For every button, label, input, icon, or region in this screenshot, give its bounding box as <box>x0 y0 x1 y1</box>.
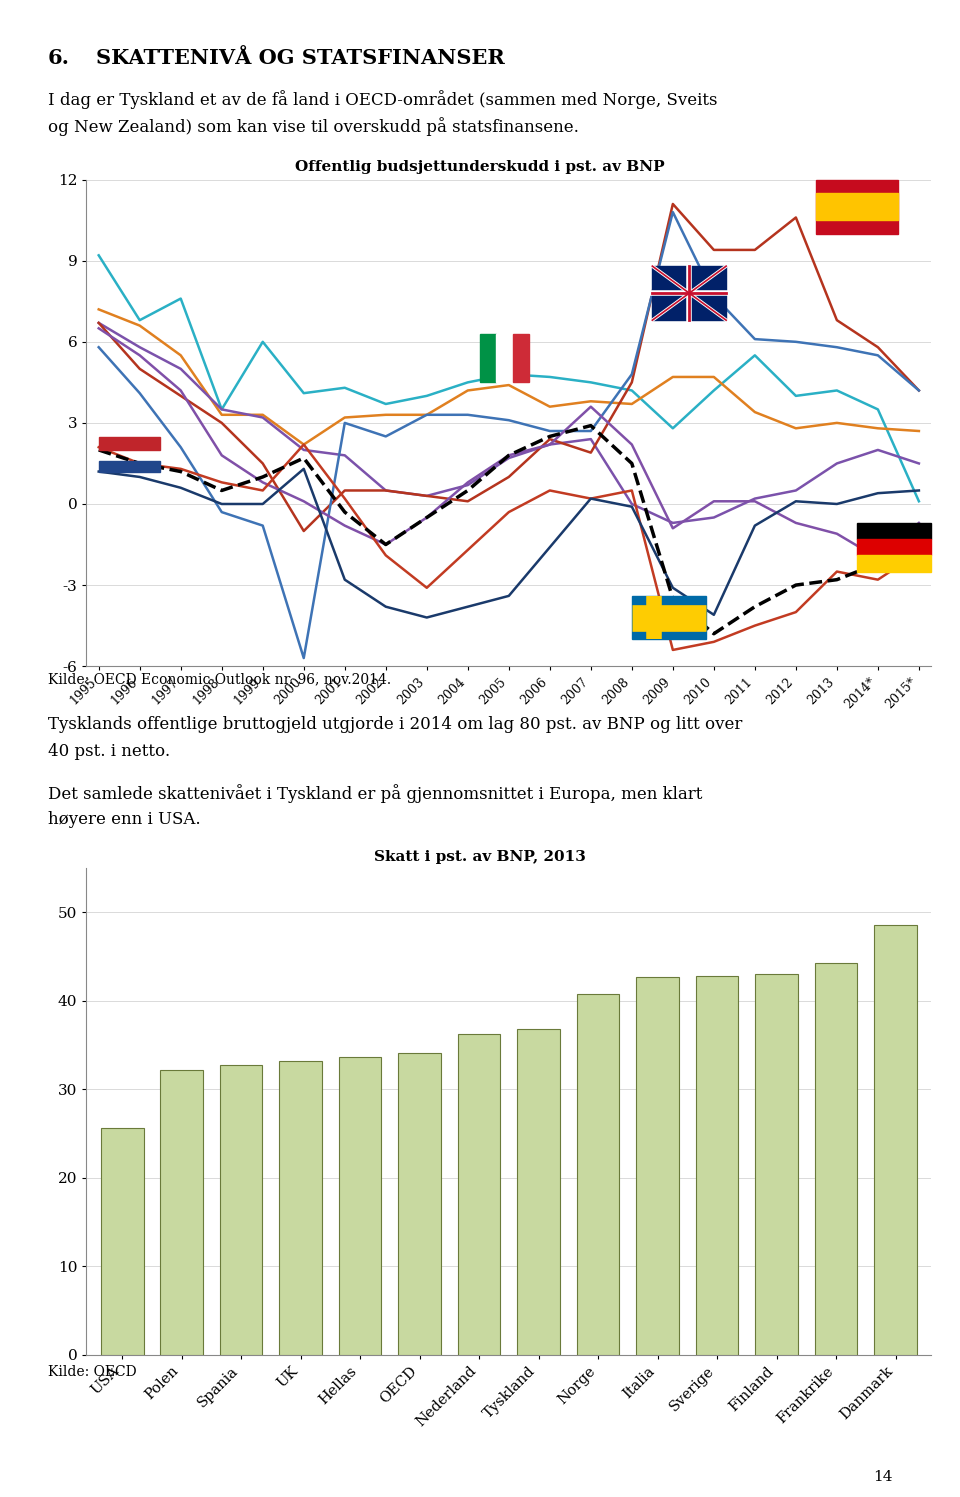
Text: Kilde: OECD Economic Outlook nr. 96, nov.2014.: Kilde: OECD Economic Outlook nr. 96, nov… <box>48 672 391 686</box>
Text: Det samlede skattenivået i Tyskland er på gjennomsnittet i Europa, men klart: Det samlede skattenivået i Tyskland er p… <box>48 784 703 804</box>
Bar <box>496 334 513 382</box>
Bar <box>653 266 726 320</box>
Bar <box>101 1129 143 1355</box>
Bar <box>577 994 619 1355</box>
Bar <box>756 973 798 1355</box>
Bar <box>513 334 529 382</box>
Bar <box>816 180 899 234</box>
Bar <box>857 522 931 539</box>
Bar <box>857 539 931 555</box>
Bar <box>160 1070 203 1355</box>
Bar <box>279 1061 322 1355</box>
Text: Skatt i pst. av BNP, 2013: Skatt i pst. av BNP, 2013 <box>374 850 586 864</box>
Text: høyere enn i USA.: høyere enn i USA. <box>48 811 201 828</box>
Text: SKATTENIVÅ OG STATSFINANSER: SKATTENIVÅ OG STATSFINANSER <box>96 48 505 67</box>
Bar <box>480 334 496 382</box>
Bar <box>99 437 160 451</box>
Bar <box>816 193 899 220</box>
Bar <box>875 925 917 1355</box>
Bar <box>857 555 931 572</box>
Text: 6.: 6. <box>48 48 70 67</box>
Bar <box>636 978 679 1355</box>
Bar <box>220 1064 262 1355</box>
Bar <box>696 976 738 1355</box>
Bar <box>517 1030 560 1355</box>
Bar <box>815 963 857 1355</box>
Text: Tysklands offentlige bruttogjeld utgjorde i 2014 om lag 80 pst. av BNP og litt o: Tysklands offentlige bruttogjeld utgjord… <box>48 716 742 732</box>
Text: Offentlig budsjettunderskudd i pst. av BNP: Offentlig budsjettunderskudd i pst. av B… <box>295 160 665 174</box>
Text: 14: 14 <box>874 1470 893 1484</box>
Text: Kilde: OECD: Kilde: OECD <box>48 1365 136 1379</box>
Bar <box>458 1033 500 1355</box>
Text: 40 pst. i netto.: 40 pst. i netto. <box>48 743 170 759</box>
Bar <box>632 596 706 639</box>
Bar <box>99 461 160 472</box>
Text: I dag er Tyskland et av de få land i OECD-området (sammen med Norge, Sveits: I dag er Tyskland et av de få land i OEC… <box>48 90 717 109</box>
Bar <box>398 1054 441 1355</box>
Text: og New Zealand) som kan vise til overskudd på statsfinansene.: og New Zealand) som kan vise til oversku… <box>48 117 579 136</box>
Bar <box>339 1057 381 1355</box>
